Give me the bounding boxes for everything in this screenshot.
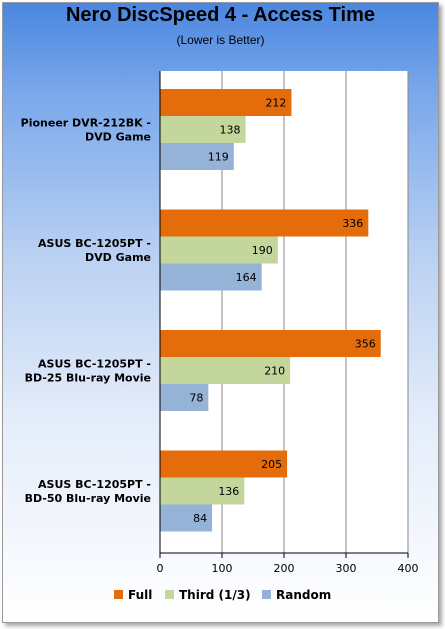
data-label: 119: [208, 151, 229, 164]
chart-title: Nero DiscSpeed 4 - Access Time: [65, 4, 376, 26]
legend-label: Full: [128, 588, 152, 602]
legend-swatch: [262, 590, 271, 599]
data-label: 210: [264, 365, 285, 378]
bar-full: [160, 209, 369, 237]
bar-random: [160, 504, 213, 532]
category-label: Pioneer DVR-212BK -DVD Game: [21, 117, 151, 144]
bars: 212 138 119 336 190 164 356 210 78 205 136 84: [160, 89, 381, 532]
bar-third-1-3: [160, 236, 278, 264]
category-label: ASUS BC-1205PT -BD-25 Blu-ray Movie: [25, 358, 151, 385]
data-label: 190: [252, 244, 273, 257]
bar-third-1-3: [160, 477, 245, 505]
x-tick-label: 200: [274, 562, 295, 575]
bar-full: [160, 89, 292, 116]
bar-third-1-3: [160, 116, 246, 143]
data-label: 84: [193, 512, 207, 525]
legend: Full Third (1/3) Random: [114, 588, 331, 602]
x-axis: 0 100 200 300 400: [157, 71, 419, 575]
data-label: 138: [220, 124, 241, 137]
data-label: 136: [218, 485, 239, 498]
legend-swatch: [114, 590, 123, 599]
legend-swatch: [165, 590, 174, 599]
category-labels: Pioneer DVR-212BK -DVD Game ASUS BC-1205P…: [21, 117, 151, 506]
x-tick-label: 400: [398, 562, 419, 575]
bar-full: [160, 450, 288, 478]
bar-third-1-3: [160, 357, 291, 384]
x-tick-label: 0: [157, 562, 164, 575]
category-label: ASUS BC-1205PT -DVD Game: [38, 237, 151, 264]
data-label: 356: [355, 338, 376, 351]
data-label: 205: [261, 458, 282, 471]
x-tick-label: 100: [212, 562, 233, 575]
legend-label: Third (1/3): [179, 588, 251, 602]
data-label: 336: [342, 217, 363, 230]
bar-random: [160, 263, 262, 291]
legend-label: Random: [276, 588, 331, 602]
data-label: 164: [236, 271, 257, 284]
bar-random: [160, 143, 234, 170]
bar-random: [160, 384, 209, 411]
chart-subtitle: (Lower is Better): [176, 33, 265, 47]
category-label: ASUS BC-1205PT -BD-50 Blu-ray Movie: [25, 478, 151, 505]
bar-full: [160, 330, 381, 357]
x-tick-label: 300: [336, 562, 357, 575]
data-label: 212: [265, 97, 286, 110]
data-label: 78: [189, 392, 203, 405]
